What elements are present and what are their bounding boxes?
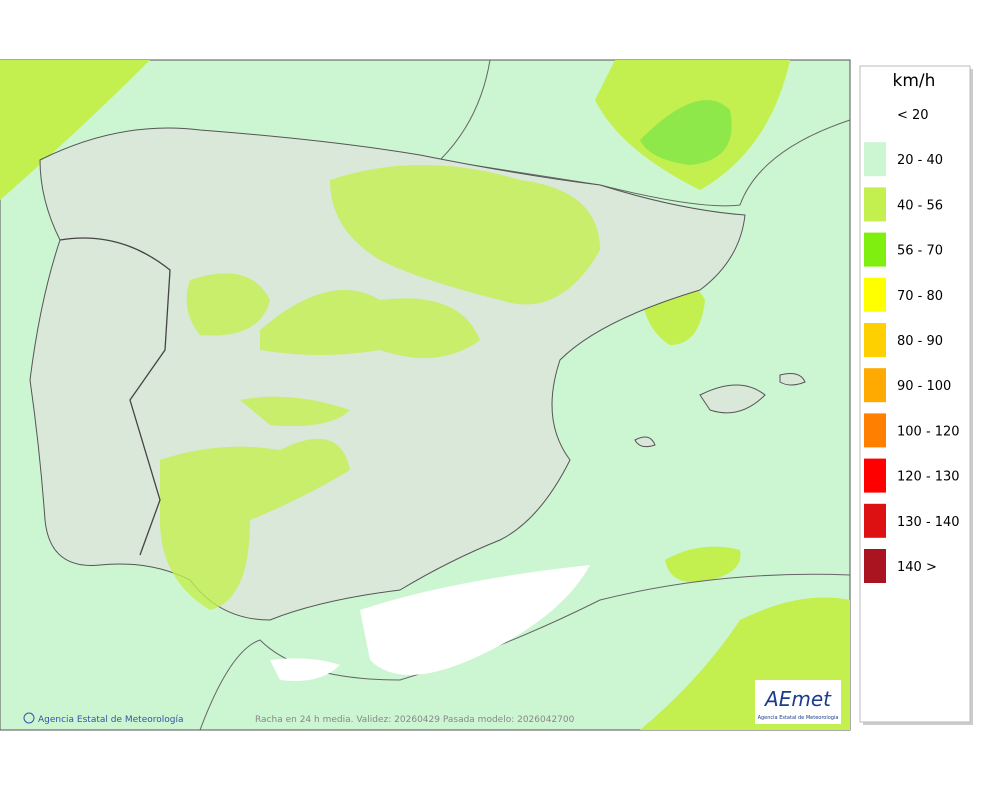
border [59, 237, 171, 556]
legend-swatch [864, 368, 886, 403]
legend-swatch [864, 503, 886, 538]
legend-label: < 20 [897, 108, 929, 123]
legend-swatch [864, 413, 886, 448]
legend-swatch [864, 277, 886, 312]
legend-label: 120 - 130 [897, 470, 960, 485]
legend-swatch [864, 549, 886, 583]
legend-label: 56 - 70 [897, 244, 943, 259]
legend-label: 140 > [897, 560, 937, 575]
legend-unit: km/h [893, 71, 936, 91]
calm-area [360, 565, 590, 675]
logo-box [755, 680, 841, 724]
legend-swatch [864, 232, 886, 267]
legend-label: 70 - 80 [897, 289, 943, 304]
legend-swatch [864, 97, 886, 131]
coastline [438, 59, 851, 207]
wind-area [260, 290, 480, 358]
calm-area [270, 658, 340, 681]
wind-area [186, 273, 270, 336]
legend-label: 130 - 140 [897, 515, 960, 530]
wind-area [240, 396, 350, 426]
legend-label: 90 - 100 [897, 379, 951, 394]
legend-label: 100 - 120 [897, 424, 960, 439]
wind-area [640, 100, 732, 165]
map: Agencia Estatal de Meteorología Racha en… [0, 59, 851, 731]
legend-swatch [864, 187, 886, 222]
island [699, 384, 766, 414]
legend-swatch [864, 323, 886, 357]
wind-area [0, 60, 150, 200]
logo-name: Agencia Estatal de Meteorología [758, 714, 839, 721]
copyright-icon [23, 712, 35, 724]
logo-mark: AEmet [763, 687, 832, 711]
wind-area [330, 165, 600, 305]
legend-swatch [864, 142, 886, 177]
caption: Racha en 24 h media. Validez: 20260429 P… [255, 715, 575, 725]
legend: km/h < 20 20 - 40 40 - 56 56 - 70 70 - 80 80 … [859, 65, 973, 725]
copyright: Agencia Estatal de Meteorología [38, 715, 184, 725]
island [634, 436, 656, 448]
legend-swatch [864, 458, 886, 493]
legend-label: 20 - 40 [897, 153, 943, 168]
wind-area [160, 438, 350, 610]
legend-label: 40 - 56 [897, 198, 943, 213]
wind-area [665, 546, 741, 583]
island [779, 373, 806, 386]
legend-label: 80 - 90 [897, 334, 943, 349]
